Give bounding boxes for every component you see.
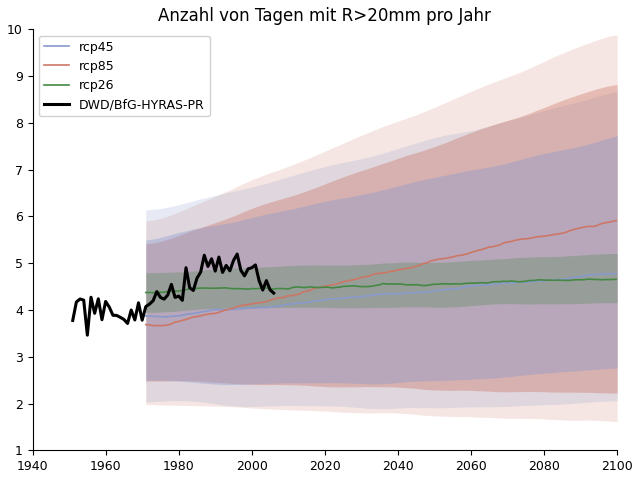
rcp26: [584, 276, 592, 282]
rcp45: [273, 303, 281, 309]
rcp85: [273, 295, 281, 301]
rcp26: [493, 279, 500, 285]
Legend: rcp45, rcp85, rcp26, DWD/BfG-HYRAS-PR: rcp45, rcp85, rcp26, DWD/BfG-HYRAS-PR: [39, 36, 209, 116]
rcp26: [515, 279, 522, 285]
Line: rcp45: rcp45: [146, 274, 617, 317]
rcp85: [613, 217, 621, 223]
rcp26: [149, 290, 157, 296]
DWD/BfG-HYRAS-PR: [196, 269, 204, 275]
Title: Anzahl von Tagen mit R>20mm pro Jahr: Anzahl von Tagen mit R>20mm pro Jahr: [159, 7, 492, 25]
Line: rcp26: rcp26: [146, 279, 617, 293]
rcp45: [456, 286, 464, 291]
Line: rcp85: rcp85: [146, 220, 617, 326]
rcp85: [456, 252, 464, 258]
DWD/BfG-HYRAS-PR: [270, 290, 278, 296]
rcp45: [160, 314, 168, 320]
rcp45: [493, 281, 500, 287]
rcp85: [347, 277, 355, 283]
rcp85: [390, 268, 398, 274]
rcp85: [515, 237, 522, 242]
rcp45: [613, 271, 621, 276]
DWD/BfG-HYRAS-PR: [226, 268, 234, 274]
rcp45: [347, 294, 355, 300]
DWD/BfG-HYRAS-PR: [146, 301, 154, 307]
DWD/BfG-HYRAS-PR: [234, 251, 241, 257]
rcp45: [142, 313, 150, 319]
DWD/BfG-HYRAS-PR: [204, 264, 212, 269]
rcp26: [142, 289, 150, 295]
rcp45: [390, 291, 398, 297]
rcp26: [613, 276, 621, 282]
rcp26: [273, 286, 281, 291]
DWD/BfG-HYRAS-PR: [69, 318, 77, 324]
rcp26: [456, 281, 464, 287]
Line: DWD/BfG-HYRAS-PR: DWD/BfG-HYRAS-PR: [73, 254, 274, 335]
rcp26: [347, 283, 355, 289]
rcp26: [390, 281, 398, 287]
DWD/BfG-HYRAS-PR: [72, 299, 80, 305]
DWD/BfG-HYRAS-PR: [186, 285, 193, 290]
rcp45: [515, 279, 522, 285]
rcp85: [157, 323, 164, 329]
rcp85: [493, 243, 500, 249]
DWD/BfG-HYRAS-PR: [83, 332, 91, 338]
rcp85: [142, 322, 150, 327]
